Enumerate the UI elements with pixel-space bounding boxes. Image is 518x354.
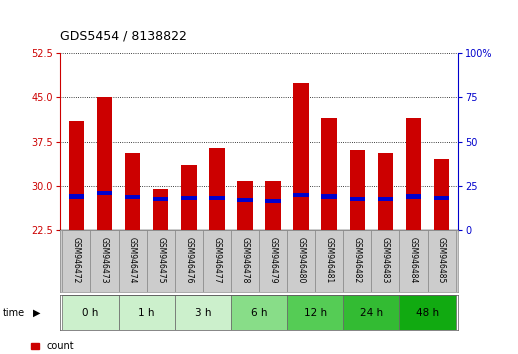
Bar bbox=[287, 230, 315, 292]
Bar bbox=[97, 97, 112, 230]
Text: time: time bbox=[3, 308, 25, 318]
Text: GSM946483: GSM946483 bbox=[381, 236, 390, 283]
Bar bbox=[322, 118, 337, 230]
Bar bbox=[175, 230, 203, 292]
Text: 24 h: 24 h bbox=[360, 308, 383, 318]
Bar bbox=[147, 230, 175, 292]
Bar bbox=[287, 295, 343, 330]
Bar bbox=[434, 159, 449, 230]
Bar bbox=[399, 295, 456, 330]
Bar bbox=[231, 230, 259, 292]
Bar bbox=[237, 181, 253, 230]
Bar bbox=[209, 196, 225, 200]
Text: GSM946473: GSM946473 bbox=[100, 236, 109, 283]
Bar bbox=[322, 194, 337, 199]
Text: 1 h: 1 h bbox=[138, 308, 155, 318]
Bar bbox=[434, 196, 449, 200]
Bar bbox=[378, 153, 393, 230]
Bar bbox=[97, 191, 112, 195]
Bar bbox=[125, 153, 140, 230]
Text: GSM946476: GSM946476 bbox=[184, 236, 193, 283]
Bar bbox=[343, 295, 399, 330]
Bar bbox=[181, 196, 196, 200]
Legend: count, percentile rank within the sample: count, percentile rank within the sample bbox=[31, 342, 211, 354]
Bar bbox=[153, 197, 168, 201]
Bar bbox=[62, 295, 119, 330]
Text: GSM946484: GSM946484 bbox=[409, 236, 418, 283]
Bar bbox=[315, 230, 343, 292]
Bar bbox=[91, 230, 119, 292]
Bar bbox=[293, 82, 309, 230]
Bar bbox=[265, 199, 281, 203]
Text: GSM946480: GSM946480 bbox=[297, 236, 306, 283]
Bar bbox=[203, 230, 231, 292]
Bar bbox=[399, 230, 427, 292]
Bar bbox=[343, 230, 371, 292]
Bar bbox=[69, 194, 84, 199]
Text: 6 h: 6 h bbox=[251, 308, 267, 318]
Text: 48 h: 48 h bbox=[416, 308, 439, 318]
Bar bbox=[175, 295, 231, 330]
Text: GSM946481: GSM946481 bbox=[325, 237, 334, 283]
Text: 0 h: 0 h bbox=[82, 308, 98, 318]
Bar bbox=[125, 195, 140, 199]
Text: ▶: ▶ bbox=[33, 308, 40, 318]
Text: GSM946478: GSM946478 bbox=[240, 236, 250, 283]
Text: 12 h: 12 h bbox=[304, 308, 327, 318]
Bar bbox=[293, 193, 309, 197]
Text: GSM946482: GSM946482 bbox=[353, 237, 362, 283]
Bar bbox=[181, 165, 196, 230]
Bar bbox=[69, 121, 84, 230]
Text: GDS5454 / 8138822: GDS5454 / 8138822 bbox=[60, 29, 186, 42]
Bar bbox=[265, 181, 281, 230]
Bar bbox=[371, 230, 399, 292]
Text: GSM946472: GSM946472 bbox=[72, 236, 81, 283]
Bar bbox=[237, 198, 253, 202]
Bar bbox=[259, 230, 287, 292]
Bar bbox=[427, 230, 456, 292]
Bar bbox=[231, 295, 287, 330]
Bar bbox=[153, 189, 168, 230]
Bar bbox=[350, 197, 365, 201]
Text: GSM946479: GSM946479 bbox=[268, 236, 278, 283]
Bar bbox=[378, 197, 393, 201]
Bar bbox=[209, 148, 225, 230]
Text: GSM946485: GSM946485 bbox=[437, 236, 446, 283]
Text: GSM946477: GSM946477 bbox=[212, 236, 221, 283]
Bar bbox=[406, 194, 421, 199]
Text: GSM946474: GSM946474 bbox=[128, 236, 137, 283]
Text: GSM946475: GSM946475 bbox=[156, 236, 165, 283]
Bar bbox=[119, 295, 175, 330]
Bar bbox=[406, 118, 421, 230]
Bar bbox=[62, 230, 91, 292]
Text: 3 h: 3 h bbox=[195, 308, 211, 318]
Bar bbox=[119, 230, 147, 292]
Bar bbox=[350, 150, 365, 230]
